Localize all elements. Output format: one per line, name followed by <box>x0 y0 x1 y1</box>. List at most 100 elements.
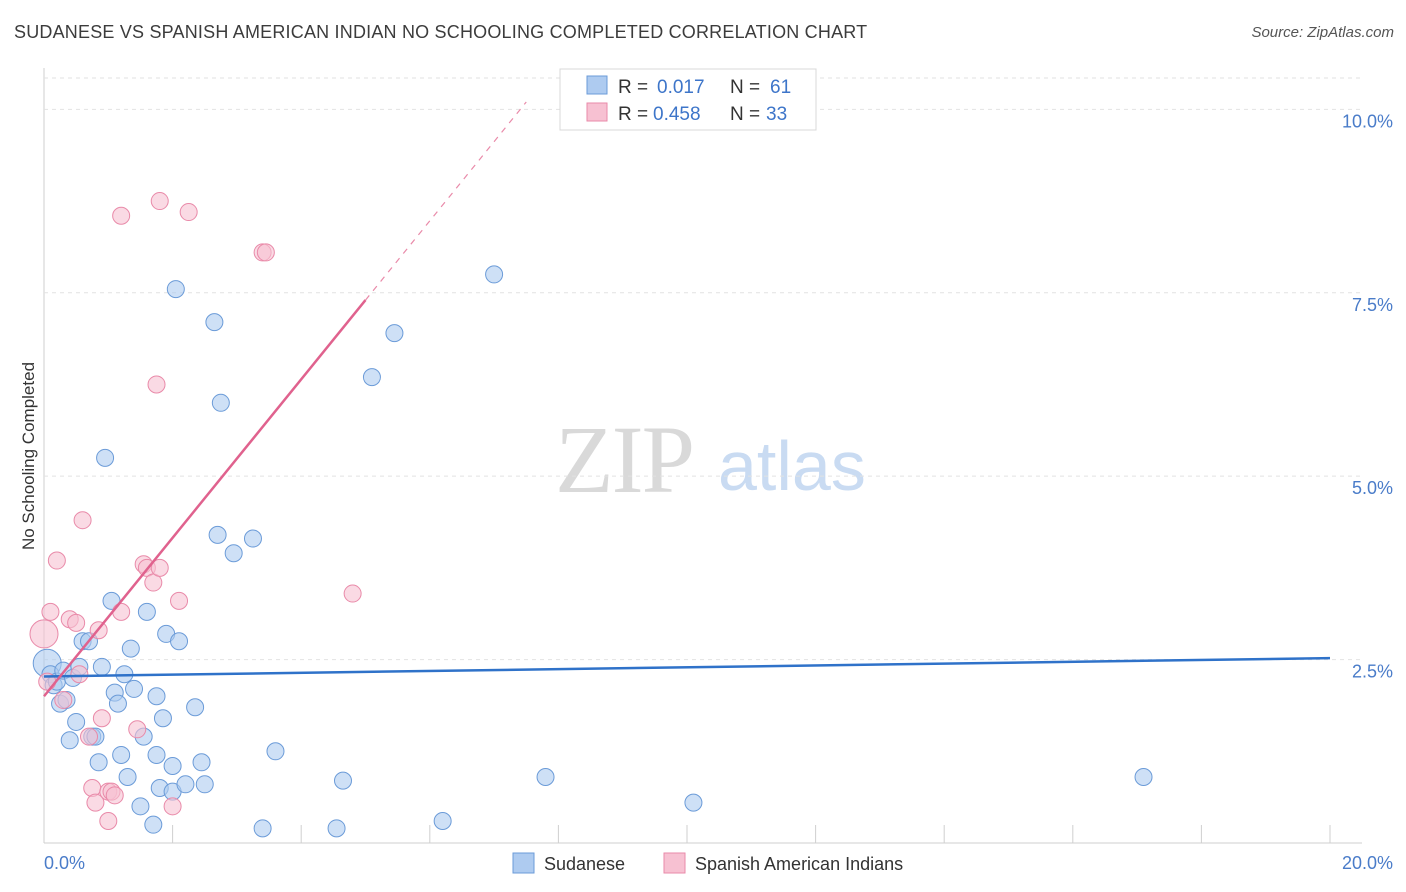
sudanese-point-58 <box>1134 767 1153 786</box>
stats-legend-r-value-spanish: 0.458 <box>653 104 701 125</box>
stats-legend-n-label-sudanese: N = <box>730 77 760 98</box>
spanish-point-3 <box>47 551 66 570</box>
spanish-point-7 <box>70 665 89 684</box>
sudanese-point-24 <box>121 639 140 658</box>
spanish-point-25 <box>150 558 169 577</box>
sudanese-point-43 <box>205 313 224 332</box>
sudanese-point-30 <box>147 687 166 706</box>
stats-legend-swatch-sudanese <box>586 75 608 95</box>
stats-legend-n-label-spanish: N = <box>730 104 760 125</box>
spanish-point-27 <box>163 797 182 816</box>
sudanese-point-50 <box>327 819 346 838</box>
legend-swatch-sudanese <box>512 852 535 874</box>
sudanese-point-35 <box>163 756 182 775</box>
sudanese-point-39 <box>176 775 195 794</box>
sudanese-point-38 <box>170 632 189 651</box>
bottom-legend: Sudanese Spanish American Indians <box>512 852 903 874</box>
source-credit: Source: ZipAtlas.com <box>1251 24 1394 41</box>
sudanese-point-20 <box>108 694 127 713</box>
spanish-point-31 <box>256 243 275 262</box>
sudanese-point-28 <box>137 602 156 621</box>
spanish-point-2 <box>41 602 60 621</box>
sudanese-point-21 <box>112 745 131 764</box>
watermark-atlas: atlas <box>718 427 866 505</box>
legend-swatch-spanish <box>663 852 686 874</box>
sudanese-point-55 <box>485 265 504 284</box>
watermark: ZIP atlas <box>555 406 866 513</box>
sudanese-point-31 <box>147 745 166 764</box>
sudanese-point-57 <box>684 793 703 812</box>
stats-legend-r-label-spanish: R = <box>618 104 648 125</box>
spanish-trend-line <box>43 299 367 698</box>
spanish-point-11 <box>86 793 105 812</box>
spanish-point-8 <box>73 511 92 530</box>
spanish-point-28 <box>170 591 189 610</box>
sudanese-point-47 <box>243 529 262 548</box>
y-tick-label-0: 2.5% <box>1352 662 1393 682</box>
sudanese-trend-line <box>43 656 1331 678</box>
spanish-point-17 <box>105 786 124 805</box>
watermark-zip: ZIP <box>555 406 693 513</box>
sudanese-points <box>32 265 1153 838</box>
spanish-point-29 <box>179 203 198 222</box>
sudanese-point-48 <box>253 819 272 838</box>
spanish-point-10 <box>83 778 102 797</box>
legend-label-spanish: Spanish American Indians <box>695 854 903 874</box>
spanish-point-9 <box>80 727 99 746</box>
grid-lines <box>44 77 1362 661</box>
sudanese-point-41 <box>192 753 211 772</box>
spanish-american-indian-points <box>29 192 362 830</box>
spanish-point-24 <box>147 375 166 394</box>
stats-legend-n-value-sudanese: 61 <box>770 77 791 98</box>
spanish-point-18 <box>112 602 131 621</box>
spanish-point-20 <box>128 720 147 739</box>
sudanese-point-44 <box>208 525 227 544</box>
sudanese-point-54 <box>433 811 452 830</box>
sudanese-point-33 <box>153 709 172 728</box>
sudanese-point-42 <box>195 775 214 794</box>
stats-legend-r-label-sudanese: R = <box>618 77 648 98</box>
sudanese-point-45 <box>211 393 230 412</box>
chart-title: SUDANESE VS SPANISH AMERICAN INDIAN NO S… <box>14 22 868 42</box>
y-tick-label-1: 5.0% <box>1352 478 1393 498</box>
sudanese-point-40 <box>186 698 205 717</box>
x-tick-label-min: 0.0% <box>44 853 85 873</box>
y-tick-labels: 2.5% 5.0% 7.5% 10.0% <box>1342 111 1393 681</box>
sudanese-point-49 <box>266 742 285 761</box>
spanish-point-6 <box>67 613 86 632</box>
sudanese-point-56 <box>536 767 555 786</box>
sudanese-point-9 <box>67 712 86 731</box>
stats-legend-n-value-spanish: 33 <box>766 104 787 125</box>
stats-legend: R = 0.017 N = 61 R = 0.458 N = 33 <box>559 68 817 131</box>
x-tick-label-max: 20.0% <box>1342 853 1393 873</box>
sudanese-point-15 <box>89 753 108 772</box>
stats-legend-r-value-sudanese: 0.017 <box>657 77 705 98</box>
legend-label-sudanese: Sudanese <box>544 854 625 874</box>
y-tick-label-2: 7.5% <box>1352 295 1393 315</box>
sudanese-point-53 <box>385 324 404 343</box>
sudanese-point-29 <box>144 815 163 834</box>
y-axis-title: No Schooling Completed <box>19 362 38 550</box>
sudanese-point-52 <box>362 368 381 387</box>
sudanese-point-51 <box>333 771 352 790</box>
spanish-point-13 <box>92 709 111 728</box>
x-tick-marks <box>43 825 1331 843</box>
sudanese-point-26 <box>131 797 150 816</box>
y-tick-label-3: 10.0% <box>1342 111 1393 131</box>
sudanese-point-23 <box>118 767 137 786</box>
trend-lines <box>43 101 1331 698</box>
spanish-point-19 <box>112 206 131 225</box>
spanish-point-15 <box>99 811 118 830</box>
stats-legend-swatch-spanish <box>586 102 608 122</box>
spanish-point-4 <box>54 690 73 709</box>
sudanese-point-46 <box>224 544 243 563</box>
sudanese-point-17 <box>96 448 115 467</box>
sudanese-point-37 <box>166 280 185 299</box>
sudanese-point-7 <box>60 731 79 750</box>
spanish-point-26 <box>150 192 169 211</box>
sudanese-point-25 <box>125 679 144 698</box>
spanish-point-32 <box>343 584 362 603</box>
spanish-point-0 <box>29 619 59 649</box>
sudanese-point-16 <box>92 657 111 676</box>
